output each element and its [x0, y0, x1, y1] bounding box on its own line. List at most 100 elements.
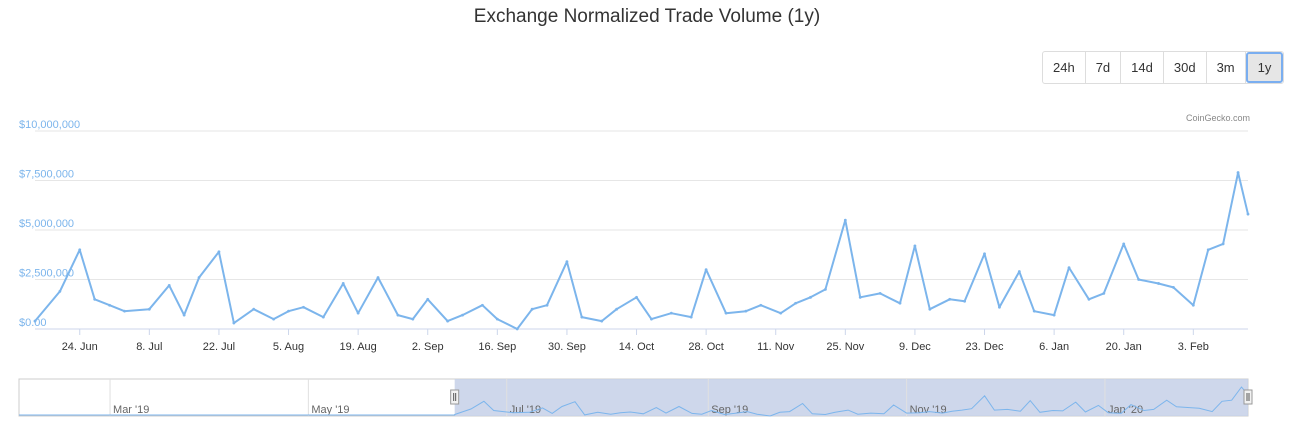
data-point: [600, 319, 604, 323]
range-button-30d[interactable]: 30d: [1164, 52, 1207, 83]
data-point: [824, 288, 827, 291]
data-point: [58, 289, 62, 293]
data-point: [217, 250, 221, 254]
data-point: [341, 282, 345, 285]
data-point: [272, 317, 276, 321]
chart-credit[interactable]: CoinGecko.com: [1185, 113, 1250, 123]
data-point: [1017, 270, 1021, 273]
data-point: [878, 291, 882, 295]
navigator-label: Mar '19: [113, 404, 149, 416]
data-point: [744, 309, 748, 313]
data-point: [1122, 242, 1126, 246]
data-point: [983, 252, 986, 256]
data-point: [669, 311, 673, 315]
y-axis: $0.00 $2,500,000 $5,000,000 $7,500,000 $10,0…: [19, 119, 80, 329]
data-point: [78, 248, 82, 252]
y-tick-label: $5,000,000: [19, 218, 74, 230]
x-tick-label: 25. Nov: [826, 341, 864, 353]
x-tick-label: 5. Aug: [273, 341, 304, 353]
x-tick-label: 20. Jan: [1106, 341, 1142, 353]
x-tick-label: 16. Sep: [478, 341, 516, 353]
data-point: [530, 307, 534, 311]
data-point: [809, 295, 812, 299]
navigator-label: May '19: [311, 404, 349, 416]
range-button-1y[interactable]: 1y: [1245, 52, 1284, 83]
y-tick-label: $10,000,000: [19, 119, 80, 131]
data-point: [635, 295, 638, 299]
x-tick-label: 19. Aug: [339, 341, 376, 353]
range-button-24h[interactable]: 24h: [1043, 52, 1086, 83]
data-point: [93, 297, 97, 301]
data-point: [461, 313, 464, 317]
series-line: [34, 171, 1249, 330]
x-tick-label: 28. Oct: [688, 341, 723, 353]
data-point: [779, 311, 783, 315]
data-point: [963, 299, 967, 303]
data-point: [1102, 291, 1106, 295]
navigator-selection[interactable]: [454, 379, 1248, 416]
navigator-handle-right[interactable]: [1243, 389, 1253, 405]
data-point: [1206, 248, 1210, 252]
data-point: [928, 307, 932, 311]
data-point: [396, 313, 400, 317]
data-point: [123, 309, 126, 313]
data-point: [615, 307, 619, 311]
data-point: [515, 327, 519, 331]
data-point: [1246, 212, 1250, 216]
data-point: [1032, 309, 1036, 313]
y-tick-label: $2,500,000: [19, 268, 74, 280]
data-point: [580, 315, 584, 319]
chart-title: Exchange Normalized Trade Volume (1y): [473, 6, 821, 27]
x-tick-label: 24. Jun: [62, 341, 98, 353]
navigator-label: Nov '19: [910, 404, 947, 416]
data-point: [998, 305, 1001, 309]
data-point: [33, 319, 37, 323]
data-point: [843, 218, 847, 222]
data-point: [495, 317, 499, 321]
data-point: [302, 305, 305, 309]
data-point: [913, 244, 917, 248]
data-point: [759, 303, 763, 307]
range-selector: 24h 7d 14d 30d 3m 1y: [1042, 51, 1285, 84]
x-axis: 24. Jun 8. Jul 22. Jul 5. Aug 19. Aug 2. Sep 1…: [62, 329, 1209, 353]
data-point: [147, 307, 151, 311]
data-point: [481, 303, 484, 307]
gridlines: [35, 130, 1248, 330]
data-point: [1172, 286, 1175, 289]
data-point: [287, 309, 290, 313]
data-point: [1221, 242, 1225, 246]
x-tick-label: 11. Nov: [757, 341, 795, 353]
data-point: [1087, 297, 1091, 301]
data-point: [1052, 313, 1056, 317]
data-point: [252, 307, 256, 311]
x-tick-label: 23. Dec: [966, 341, 1004, 353]
data-point: [724, 311, 728, 315]
data-point: [426, 297, 430, 301]
navigator-series-line: [19, 386, 1249, 417]
series-group: [33, 171, 1250, 331]
y-tick-label: $0.00: [19, 317, 47, 329]
x-tick-label: 30. Sep: [548, 341, 586, 353]
range-button-7d[interactable]: 7d: [1086, 52, 1122, 83]
navigator[interactable]: Mar '19 May '19 Jul '19 Sep '19 Nov '19 Jan '…: [18, 378, 1253, 417]
x-tick-label: 22. Jul: [203, 341, 235, 353]
navigator-handle-left[interactable]: [450, 389, 460, 405]
range-button-3m[interactable]: 3m: [1207, 52, 1246, 83]
data-point: [1236, 171, 1240, 174]
data-point: [898, 301, 902, 305]
range-button-14d[interactable]: 14d: [1121, 52, 1164, 83]
x-tick-label: 9. Dec: [899, 341, 931, 353]
data-point: [356, 311, 360, 315]
data-point: [704, 268, 708, 271]
x-tick-label: 6. Jan: [1039, 341, 1069, 353]
data-point: [446, 319, 450, 323]
data-point: [650, 317, 653, 321]
data-point: [794, 301, 798, 305]
data-point: [167, 284, 171, 287]
data-point: [948, 297, 952, 301]
data-point: [545, 303, 549, 307]
data-point: [108, 303, 111, 307]
data-point: [182, 313, 186, 317]
data-point: [565, 260, 569, 264]
